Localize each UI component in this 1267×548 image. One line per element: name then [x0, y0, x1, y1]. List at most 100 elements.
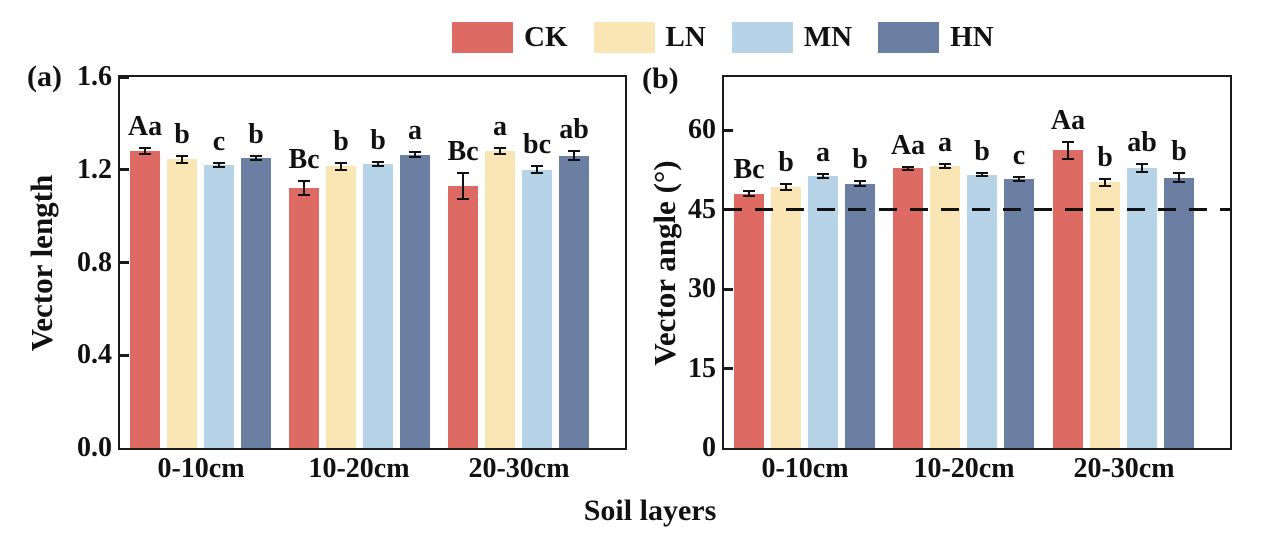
error-bar-cap [409, 156, 421, 158]
error-bar-cap [531, 165, 543, 167]
significance-label-HN-0-10cm: b [248, 119, 264, 150]
y-tick-label: 0.8 [77, 247, 112, 278]
error-bar-cap [139, 153, 151, 155]
significance-label-MN-10-20cm: b [370, 125, 386, 156]
error-bar-CK-20-30cm [1067, 142, 1069, 159]
legend-item-CK: CK [452, 21, 568, 53]
error-bar-cap [568, 150, 580, 152]
panel-letter-label: (a) [27, 60, 62, 93]
y-tick-label: 1.6 [77, 61, 112, 92]
significance-label-CK-20-30cm: Aa [1050, 105, 1086, 136]
x-axis-label: Soil layers [583, 494, 717, 527]
error-bar-cap [1062, 141, 1074, 143]
legend-label: MN [803, 21, 853, 53]
significance-label-MN-0-10cm: a [816, 137, 830, 168]
error-bar-HN-10-20cm [1018, 177, 1020, 181]
error-bar-cap [939, 163, 951, 165]
error-bar-cap [372, 161, 384, 163]
error-bar-cap [976, 175, 988, 177]
x-category-label-0-10cm: 0-10cm [157, 453, 245, 484]
y-tick-mark [120, 76, 129, 79]
significance-label-HN-10-20cm: a [408, 115, 422, 146]
significance-label-CK-0-10cm: Bc [733, 154, 765, 185]
error-bar-cap [176, 155, 188, 157]
significance-label-HN-20-30cm: ab [559, 114, 589, 145]
significance-label-CK-10-20cm: Aa [890, 130, 926, 161]
error-bar-LN-20-30cm [499, 148, 501, 154]
bar-HN-20-30cm [559, 156, 589, 448]
y-tick-label: 15 [688, 353, 716, 384]
y-tick-label: 30 [688, 273, 716, 304]
y-tick-mark [724, 367, 733, 370]
error-bar-cap [494, 147, 506, 149]
error-bar-CK-20-30cm [462, 173, 464, 199]
error-bar-LN-20-30cm [1104, 179, 1106, 185]
error-bar-cap [1136, 163, 1148, 165]
plot-area: Bc b a b Aa a b c Aa b ab b [722, 75, 1232, 450]
legend-swatch-HN [878, 21, 940, 53]
y-tick-label: 60 [688, 114, 716, 145]
bar-CK-0-10cm [734, 194, 764, 448]
bar-LN-0-10cm [167, 159, 197, 448]
significance-label-CK-20-30cm: Bc [447, 136, 479, 167]
error-bar-cap [139, 147, 151, 149]
bar-MN-20-30cm [1127, 168, 1157, 448]
error-bar-CK-0-10cm [748, 191, 750, 195]
x-category-label-10-20cm: 10-20cm [913, 453, 1015, 484]
error-bar-cap [213, 166, 225, 168]
error-bar-cap [372, 165, 384, 167]
y-tick-label: 1.2 [77, 154, 112, 185]
error-bar-cap [176, 162, 188, 164]
error-bar-MN-10-20cm [981, 173, 983, 176]
y-tick-label: 0 [702, 432, 716, 463]
error-bar-cap [1136, 171, 1148, 173]
error-bar-CK-10-20cm [907, 167, 909, 170]
x-category-label-20-30cm: 20-30cm [468, 453, 570, 484]
legend-item-LN: LN [593, 21, 706, 53]
significance-label-LN-0-10cm: b [778, 147, 794, 178]
significance-label-LN-20-30cm: a [493, 111, 507, 142]
significance-label-CK-0-10cm: Aa [127, 111, 163, 142]
y-tick-mark [724, 129, 733, 132]
error-bar-cap [854, 180, 866, 182]
bar-HN-0-10cm [241, 158, 271, 448]
error-bar-cap [854, 185, 866, 187]
bar-MN-10-20cm [967, 175, 997, 448]
bar-LN-0-10cm [771, 187, 801, 448]
legend-label: CK [524, 21, 568, 53]
error-bar-cap [1099, 178, 1111, 180]
significance-label-LN-20-30cm: b [1097, 142, 1113, 173]
bar-CK-20-30cm [448, 186, 478, 448]
error-bar-cap [780, 183, 792, 185]
significance-label-MN-10-20cm: b [974, 136, 990, 167]
error-bar-MN-20-30cm [1141, 164, 1143, 172]
error-bar-cap [568, 159, 580, 161]
significance-label-HN-0-10cm: b [852, 144, 868, 175]
x-category-label-20-30cm: 20-30cm [1073, 453, 1175, 484]
bar-LN-20-30cm [485, 151, 515, 448]
y-tick-mark [120, 168, 129, 171]
error-bar-MN-20-30cm [536, 166, 538, 173]
significance-label-MN-0-10cm: c [212, 126, 226, 157]
error-bar-cap [817, 177, 829, 179]
bar-HN-10-20cm [400, 155, 430, 448]
significance-label-LN-10-20cm: a [938, 127, 952, 158]
error-bar-CK-10-20cm [303, 181, 305, 195]
error-bar-cap [298, 180, 310, 182]
panel-letter-label: (b) [642, 62, 679, 95]
error-bar-LN-10-20cm [340, 163, 342, 170]
error-bar-MN-0-10cm [218, 163, 220, 167]
y-tick-mark [724, 288, 733, 291]
bar-CK-10-20cm [893, 168, 923, 448]
error-bar-cap [250, 159, 262, 161]
significance-label-CK-10-20cm: Bc [288, 144, 320, 175]
legend-label: LN [665, 21, 706, 53]
plot-area: Aa b c b Bc b b a Bc a bc ab [118, 75, 627, 450]
y-tick-label: 45 [688, 194, 716, 225]
y-tick-mark [120, 354, 129, 357]
error-bar-cap [531, 172, 543, 174]
error-bar-cap [213, 162, 225, 164]
error-bar-cap [409, 151, 421, 153]
legend-label: HN [950, 21, 994, 53]
